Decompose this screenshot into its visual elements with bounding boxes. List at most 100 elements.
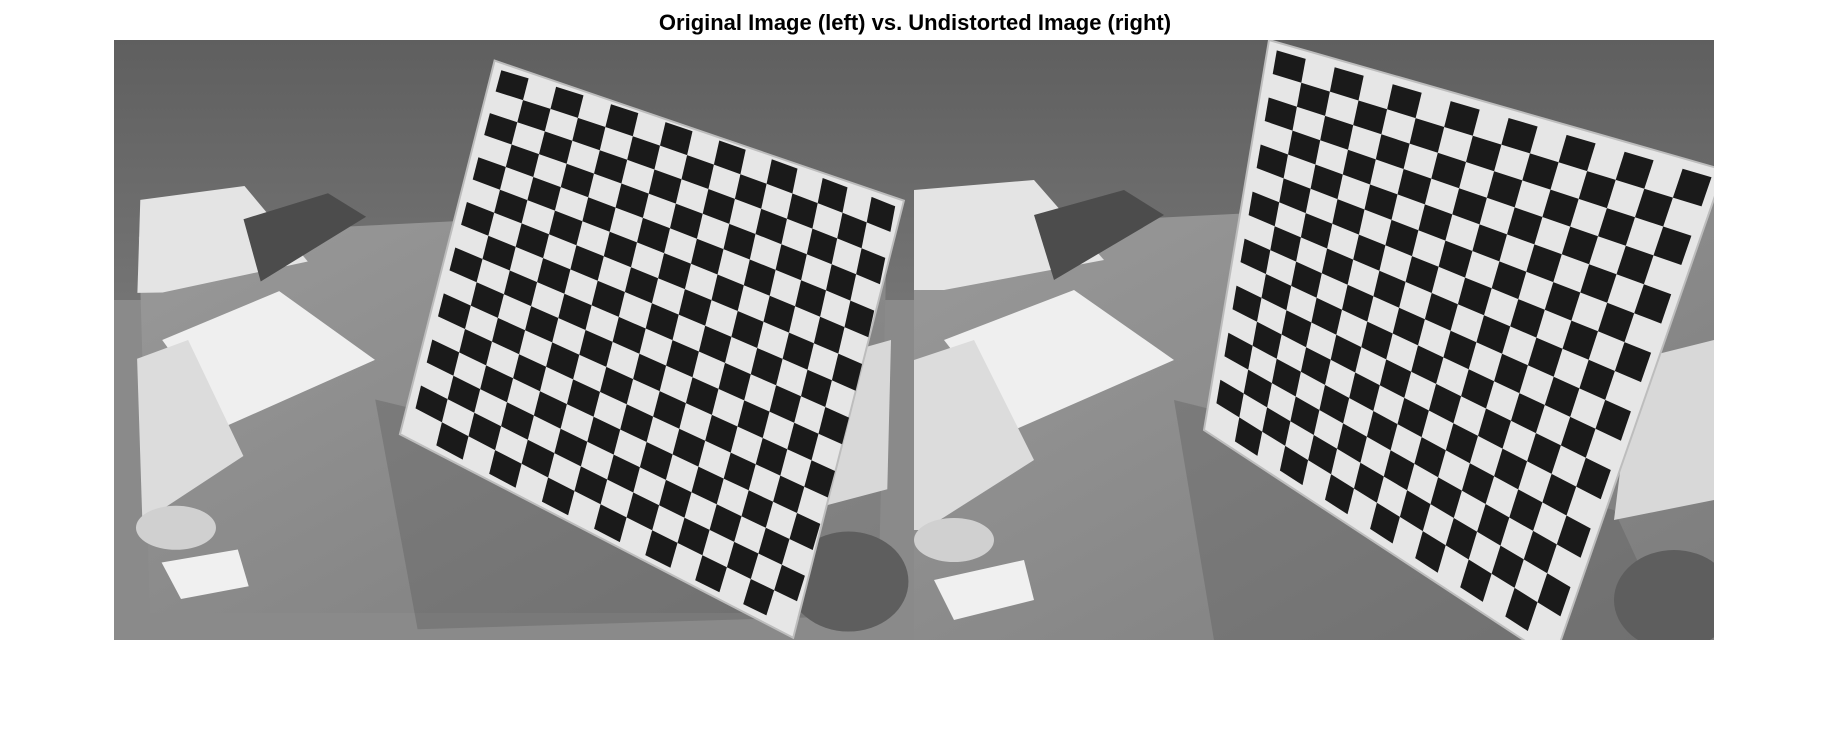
checker-square xyxy=(677,517,710,556)
checker-square xyxy=(1353,234,1386,271)
checker-square xyxy=(1494,353,1528,394)
checker-square xyxy=(525,306,559,343)
checker-square xyxy=(1444,101,1480,136)
checker-square xyxy=(1634,284,1672,324)
checker-square xyxy=(1353,100,1388,135)
checker-square xyxy=(818,407,849,445)
checker-square xyxy=(787,422,819,461)
checker-square xyxy=(1411,345,1444,384)
checker-square xyxy=(1414,437,1446,478)
checker-square xyxy=(660,122,693,156)
checker-square xyxy=(449,247,483,283)
checker-square xyxy=(615,183,649,218)
checker-square xyxy=(1615,151,1654,189)
checker-square xyxy=(570,245,604,281)
checker-square xyxy=(1526,244,1562,283)
checker-square xyxy=(653,391,686,429)
checker-square xyxy=(766,159,798,194)
checker-square xyxy=(1653,226,1692,265)
hand xyxy=(1614,550,1714,640)
checker-square xyxy=(587,416,621,455)
open-book xyxy=(914,340,1034,530)
checker-square xyxy=(1337,423,1367,463)
checker-square xyxy=(1290,396,1320,435)
card xyxy=(161,549,249,599)
checker-square xyxy=(645,303,679,341)
checker-square xyxy=(1491,545,1524,588)
tape-roll xyxy=(914,518,994,562)
checker-square xyxy=(670,203,703,239)
checker-square xyxy=(1537,573,1571,617)
checker-square xyxy=(826,264,857,301)
checker-square xyxy=(806,228,838,265)
checker-square xyxy=(1370,502,1400,544)
checker-square xyxy=(678,289,712,326)
checker-square xyxy=(1392,307,1425,346)
checker-square xyxy=(705,414,738,453)
checker-square xyxy=(1361,321,1393,360)
checker-square xyxy=(1281,310,1312,348)
checker-square xyxy=(837,212,867,249)
checker-square xyxy=(866,196,896,232)
checker-square xyxy=(607,454,640,493)
checker-square xyxy=(459,329,492,366)
checker-square xyxy=(1418,204,1453,241)
checker-square xyxy=(1578,171,1616,209)
checker-square xyxy=(1505,587,1538,631)
checker-square xyxy=(681,155,714,189)
checker-square xyxy=(659,479,692,518)
checker-square xyxy=(626,492,660,531)
checker-square xyxy=(627,136,660,170)
checker-square xyxy=(1300,213,1333,249)
hand xyxy=(788,531,909,632)
checker-square xyxy=(741,490,774,528)
checker-square xyxy=(1461,369,1495,409)
checker-square xyxy=(521,439,555,478)
checker-square xyxy=(691,238,724,275)
checker-square xyxy=(773,475,805,513)
loose-paper xyxy=(162,291,375,427)
checker-square xyxy=(723,452,756,491)
checker-square xyxy=(1486,171,1523,208)
checker-square xyxy=(1598,302,1635,343)
checker-square xyxy=(1542,473,1577,516)
checker-square xyxy=(505,144,539,177)
checker-square xyxy=(633,353,667,392)
checker-square xyxy=(438,293,471,329)
checker-square xyxy=(1409,118,1445,153)
checker-square xyxy=(1509,489,1543,531)
checker-square xyxy=(1330,334,1362,373)
checker-square xyxy=(513,354,547,392)
checker-square xyxy=(1438,240,1473,278)
checker-square xyxy=(1522,153,1559,190)
checker-square xyxy=(620,404,654,442)
checker-square xyxy=(1580,264,1617,303)
checker-square xyxy=(1243,369,1272,408)
checker-square xyxy=(1542,189,1579,227)
checker-square xyxy=(1385,219,1419,257)
checker-square xyxy=(731,311,764,348)
checker-square xyxy=(484,113,518,145)
checker-square xyxy=(831,353,863,391)
checker-square xyxy=(1288,130,1321,165)
image-montage xyxy=(114,40,1714,640)
folder xyxy=(243,193,367,282)
checker-square xyxy=(637,217,670,254)
checker-square xyxy=(1308,435,1338,475)
checker-square xyxy=(1252,321,1282,359)
checker-square xyxy=(804,460,835,498)
checkerboard xyxy=(398,59,906,640)
checker-square xyxy=(426,339,460,376)
original-image xyxy=(114,40,914,640)
checker-square xyxy=(1232,285,1262,322)
checker-square xyxy=(517,100,551,132)
checker-square xyxy=(594,504,627,543)
checker-square xyxy=(1405,256,1439,293)
checker-square xyxy=(718,362,751,401)
checker-square xyxy=(685,377,719,415)
checker-square xyxy=(472,157,506,190)
checker-square xyxy=(501,402,534,440)
checker-square xyxy=(1445,423,1478,464)
checker-square xyxy=(1472,224,1507,262)
checker-square xyxy=(1325,474,1354,515)
